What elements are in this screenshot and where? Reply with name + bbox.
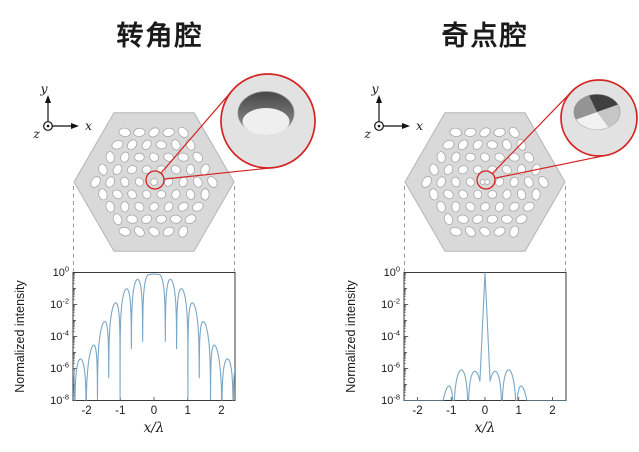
callout [145,89,273,190]
y-tick-label: 10-8 [50,393,69,408]
coordinate-triad: y x z [32,81,92,141]
x-tick-labels: -2 -1 0 1 2 [412,405,555,417]
magnifier-inset [220,73,316,169]
dashed-guides [73,186,235,272]
hexagon-structure [73,112,235,252]
y-tick-label: 10-6 [50,361,69,376]
triad-label-x: x [416,118,423,133]
y-tick-label: 10-8 [381,393,400,408]
triad-label-y: y [39,81,48,96]
intensity-curve [73,273,235,401]
center-hole [150,178,158,186]
triad-label-x: x [85,118,92,133]
inset-hole-3d [237,91,295,135]
triad-label-z: z [363,126,371,141]
x-tick-label: 0 [151,405,157,417]
y-tick-labels: 100 10-2 10-4 10-6 10-8 [381,265,400,408]
magnifier-inset [560,79,638,157]
x-tick-label: 1 [516,405,522,417]
y-axis-label: Normalized intensity [13,279,27,392]
panel-title: 转角腔 [116,21,204,51]
x-tick-label: -1 [446,405,456,417]
y-axis-label: Normalized intensity [344,279,358,392]
y-tick-label: 100 [384,265,400,280]
x-tick-labels: -2 -1 0 1 2 [81,405,224,417]
figure-corner-cavity: y x z 100 10-2 10-4 10-6 10-8 -2 -1 0 1 2 Normalized … [13,73,316,436]
panel-singularity-cavity: 奇点腔 y x z 100 10-2 10-4 10-6 10-8 -2 -1 0 1 2 Normali… [331,0,639,452]
y-tick-label: 10-4 [50,329,69,344]
y-tick-labels: 100 10-2 10-4 10-6 10-8 [50,265,69,408]
highlight-circle [145,170,165,190]
inset-hole-3d [573,94,621,130]
intensity-curve [404,272,566,401]
x-tick-label: -1 [115,405,125,417]
x-tick-label: 2 [218,405,224,417]
y-tick-label: 100 [53,265,69,280]
hole-lattice [90,126,218,238]
axis-ticks [404,272,553,401]
x-axis-label: x/λ [475,420,496,436]
x-tick-label: -2 [412,405,422,417]
x-tick-label: 2 [549,405,555,417]
hole-lattice [421,126,549,238]
y-tick-label: 10-4 [381,329,400,344]
x-tick-label: -2 [81,405,91,417]
x-axis-label: x/λ [144,420,165,436]
panel-title: 奇点腔 [441,21,529,51]
y-tick-label: 10-2 [50,297,69,312]
panel-corner-cavity: 转角腔 y x z 100 10-2 10-4 10-6 10-8 -2 -1 0 1 2 Normali… [13,21,316,436]
coordinate-triad: y x z [363,81,423,141]
highlight-circle [476,170,496,190]
x-tick-label: 1 [185,405,191,417]
y-tick-label: 10-2 [381,297,400,312]
intensity-plot: 100 10-2 10-4 10-6 10-8 -2 -1 0 1 2 Normalized int… [13,265,236,436]
axis-ticks [73,272,222,401]
triad-label-z: z [32,126,40,141]
figure-singularity-cavity: y x z 100 10-2 10-4 10-6 10-8 -2 -1 0 1 2 Normalized … [344,79,638,436]
callout [476,91,607,190]
intensity-plot: 100 10-2 10-4 10-6 10-8 -2 -1 0 1 2 Normalized int… [344,265,567,436]
triad-label-y: y [370,81,379,96]
dashed-guides [404,186,566,272]
center-hole [480,179,491,185]
plot-frame [403,272,567,401]
x-tick-label: 0 [482,405,488,417]
y-tick-label: 10-6 [381,361,400,376]
hexagon-structure [404,112,566,252]
